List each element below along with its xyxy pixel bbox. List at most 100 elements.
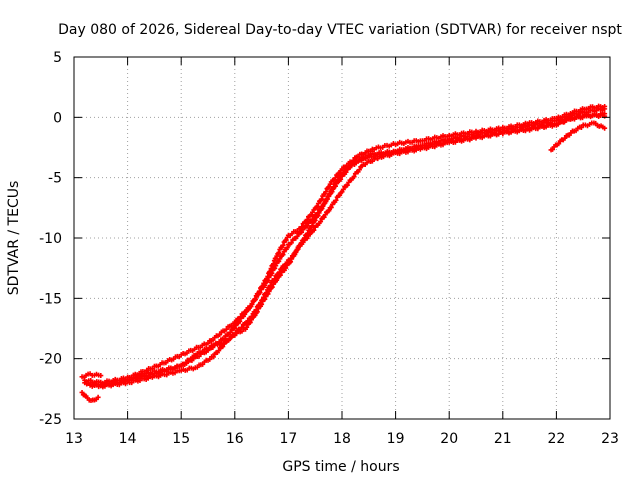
data-point [318,219,324,225]
y-tick-label: -25 [39,412,62,428]
data-point [288,259,294,265]
data-point [269,270,275,276]
data-point [221,341,227,347]
x-tick-label: 14 [119,431,137,447]
chart-title: Day 080 of 2026, Sidereal Day-to-day VTE… [58,22,622,38]
data-point [335,177,341,183]
x-tick-label: 13 [65,431,83,447]
data-point [294,233,300,239]
data-point [356,167,362,173]
data-point [283,237,289,243]
x-tick-label: 15 [172,431,190,447]
data-point [288,240,294,246]
data-point [276,250,282,256]
data-point [277,272,283,278]
data-point [339,173,345,179]
data-point [292,251,298,257]
series-track-d [98,111,608,389]
data-point [323,198,329,204]
y-tick-label: 5 [53,50,62,66]
data-point [331,184,337,190]
data-point [333,197,339,203]
data-point [242,311,248,317]
x-tick-label: 18 [333,431,351,447]
x-axis-label: GPS time / hours [282,459,399,475]
data-point [311,227,317,233]
y-tick-label: -10 [39,231,62,247]
data-point [262,282,268,288]
data-point [280,242,286,248]
data-point [300,239,306,245]
x-tick-labels: 13 14 15 16 17 18 19 20 21 22 23 [65,431,619,447]
x-tick-label: 20 [440,431,458,447]
series-track-g [79,371,104,380]
data-point [344,182,350,188]
data-point [210,354,216,360]
data-point [315,213,321,219]
data-point [248,317,254,323]
data-point [319,196,325,202]
series-track-e [548,120,608,153]
x-tick-label: 16 [226,431,244,447]
series-track-a [82,103,608,386]
data-point [340,186,346,192]
data-point [550,146,556,152]
data-point [98,373,104,379]
data-point [326,184,332,190]
data-point [244,324,250,330]
data-point [328,204,334,210]
data-point [254,309,260,315]
data-point [578,124,584,130]
data-points [79,103,608,403]
axis-ticks [73,56,611,420]
data-point [283,265,289,271]
data-point [319,205,325,211]
data-point [309,223,315,229]
data-point [280,252,286,258]
data-point [207,356,213,362]
x-tick-label: 21 [494,431,512,447]
data-point [274,277,280,283]
data-point [326,208,332,214]
data-point [277,256,283,262]
y-tick-label: -20 [39,352,62,368]
data-point [272,265,278,271]
data-point [316,210,322,216]
data-point [314,203,320,209]
data-point [216,348,222,354]
data-point [252,297,258,303]
y-tick-label: -15 [39,291,62,307]
data-point [257,290,263,296]
data-point [266,288,272,294]
data-point [299,229,305,235]
data-point [245,307,251,313]
data-point [269,284,275,290]
data-point [295,246,301,252]
x-tick-label: 23 [601,431,619,447]
data-point [602,125,608,131]
data-point [327,191,333,197]
data-point [556,141,562,147]
data-point [273,263,279,269]
data-point [249,301,255,307]
data-point [312,217,318,223]
y-tick-label: 0 [53,110,62,126]
data-point [237,318,243,324]
y-axis-label: SDTVAR / TECUs [6,181,22,296]
data-point [284,245,290,251]
data-point [95,394,101,400]
data-point [259,301,265,307]
data-point [304,217,310,223]
data-point [254,294,260,300]
data-point [602,106,608,112]
y-tick-labels: -25 -20 -15 -10 -5 0 5 [39,50,62,428]
data-point [304,223,310,229]
series-track-f [79,389,101,403]
data-point [351,174,357,180]
x-tick-label: 19 [387,431,405,447]
data-point [265,278,271,284]
data-point [247,319,253,325]
x-tick-label: 22 [547,431,565,447]
data-point [322,212,328,218]
data-point [220,344,226,350]
